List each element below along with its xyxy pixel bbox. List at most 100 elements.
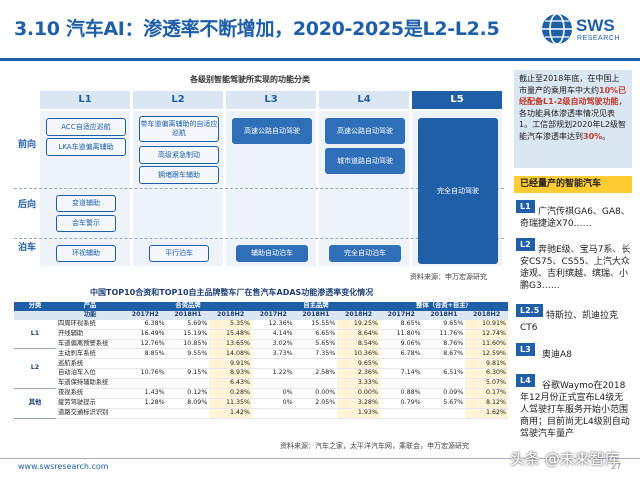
production-banner: 已经量产的智能汽车: [514, 176, 632, 193]
value-cell: 8.65%: [400, 319, 421, 327]
tag-l4: L4: [516, 374, 535, 387]
product-name-cell: 主动刹车系统: [58, 349, 96, 357]
cars-l3: 奥迪A8: [542, 350, 572, 360]
header-period: 2018H1: [166, 310, 210, 320]
value-cell: 11.80%: [396, 329, 421, 337]
value-cell: 1.62%: [465, 408, 508, 419]
row-label-rear: 后向: [18, 200, 37, 210]
row-label-front: 前向: [18, 140, 37, 150]
product-name-cell: 四周环视系统: [58, 319, 96, 327]
function-aeb: 高级紧急制动: [139, 146, 219, 164]
value-cell: 6.43%: [209, 378, 252, 389]
header-product: 产品: [56, 302, 124, 311]
value-cell: 3.02%: [272, 339, 293, 347]
value-cell: 12.36%: [268, 319, 293, 327]
function-parallel-parking: 平行泊车: [149, 245, 209, 262]
product-name-cell: 巡航系统: [58, 359, 84, 367]
value-cell: 1.42%: [209, 408, 252, 419]
value-cell: 14.08%: [209, 348, 252, 359]
level-header-l4: L4: [319, 91, 409, 109]
value-cell: 10.85%: [183, 339, 208, 347]
value-cell: 0.88%: [400, 389, 421, 397]
value-cell: [423, 408, 466, 418]
summary-box: 截止至2018年底，在中国上市量产的乘用车中大约10%已经配备L1-2级自动驾驶…: [514, 70, 632, 168]
value-cell: 8.12%: [465, 398, 508, 409]
table-title: 中国TOP10合资和TOP10自主品牌整车厂在售汽车ADAS功能渗透率变化情况: [90, 288, 374, 297]
value-cell: 15.48%: [209, 329, 252, 340]
row-label-parking: 泊车: [18, 243, 37, 253]
value-cell: 15.19%: [183, 329, 208, 337]
table-row: 车道保持辅助系统 6.43% 3.33% 5.07%: [14, 378, 508, 389]
value-cell: [423, 379, 466, 389]
row-divider-rear: [14, 188, 504, 189]
value-cell: [124, 408, 167, 418]
value-cell: [167, 359, 210, 369]
value-cell: 9.15%: [187, 369, 208, 377]
table-row: L2 主动刹车系统 8.85% 9.55% 14.08% 3.73% 7.35% 10.36%…: [14, 348, 508, 390]
value-cell: 12.76%: [140, 339, 165, 347]
header-period: 2017H2: [251, 310, 295, 320]
cars-l1: 广汽传祺GA6、GA8、奇瑞捷途X70……: [520, 207, 630, 229]
value-cell: 2.05%: [315, 399, 336, 407]
function-cross-warning: 会车警示: [56, 215, 116, 232]
value-cell: 6.51%: [443, 369, 464, 377]
table-row: 其他 夜视系统 1.43% 0.12% 0.28% 0% 0.00% 0.00% 0.88% 0.…: [14, 388, 508, 419]
value-cell: 8.93%: [209, 368, 252, 379]
table-group-header: 分类 产品 合资品牌 自主品牌 整体（合资+自主）: [14, 302, 508, 311]
product-name-cell: 道路交通标识识别: [58, 408, 109, 416]
value-cell: [423, 359, 466, 369]
value-cell: 8.85%: [144, 349, 165, 357]
product-name-cell: 自动泊车入位: [58, 369, 96, 377]
value-cell: 1.28%: [144, 399, 165, 407]
value-cell: [167, 379, 210, 389]
function-lane-change: 变道辅助: [56, 195, 116, 212]
value-cell: 6.78%: [400, 349, 421, 357]
cars-l4: 谷歌Waymo在2018年12月份正式宣布L4级无人驾驶打车服务开始小范围商用；…: [520, 381, 630, 439]
value-cell: 5.65%: [315, 339, 336, 347]
footer-url[interactable]: www.swsresearch.com: [18, 462, 109, 471]
table-row: 开线辅助 16.49% 15.19% 15.48% 4.14% 6.65% 8.64% 11.…: [14, 329, 508, 340]
value-cell: [252, 408, 295, 418]
value-cell: 10.91%: [465, 319, 508, 330]
value-cell: [252, 359, 295, 369]
category-cell: L2: [14, 348, 56, 390]
value-cell: [380, 359, 423, 369]
logo-sub: RESEARCH: [577, 35, 620, 42]
value-cell: [380, 408, 423, 418]
header-blank: [14, 310, 56, 320]
header-period: 2018H1: [294, 310, 338, 320]
value-cell: 11.76%: [439, 329, 464, 337]
value-cell: 3.33%: [337, 378, 380, 389]
value-cell: 5.35%: [209, 319, 252, 330]
header-group-jv: 合资品牌: [124, 302, 252, 311]
header-period: 2017H2: [124, 310, 167, 320]
value-cell: [167, 408, 210, 418]
summary-highlight-1: 10%已经配备L1-2级自动驾驶功能: [519, 85, 627, 107]
value-cell: 1.22%: [272, 369, 293, 377]
value-cell: 11.35%: [209, 398, 252, 409]
value-cell: 9.81%: [465, 358, 508, 369]
value-cell: 2.58%: [315, 369, 336, 377]
level-header-l1: L1: [40, 91, 130, 109]
value-cell: 0.12%: [187, 389, 208, 397]
value-cell: 16.49%: [140, 329, 165, 337]
value-cell: 7.35%: [315, 349, 336, 357]
product-name-cell: 夜视系统: [58, 389, 84, 397]
tag-l1: L1: [516, 200, 535, 213]
diagram-title: 各级别智能驾驶所实现的功能分类: [190, 75, 310, 84]
value-cell: 7.14%: [400, 369, 421, 377]
value-cell: 1.93%: [337, 408, 380, 419]
value-cell: 0%: [282, 399, 293, 407]
value-cell: 9.91%: [209, 358, 252, 369]
page-title: 3.10 汽车AI：渗透率不断增加，2020-2025是L2-L2.5: [14, 18, 500, 40]
summary-text-2: ，各功能具体渗透率情况见表1。工信部规划2020年L2级智能汽车渗透率达到: [519, 97, 627, 141]
row-divider-parking: [14, 238, 504, 239]
value-cell: 10.76%: [140, 369, 165, 377]
function-acc: ACC自适应巡航: [46, 118, 126, 136]
value-cell: 9.65%: [337, 358, 380, 369]
category-cell: 其他: [14, 388, 56, 419]
value-cell: 5.67%: [443, 399, 464, 407]
value-cell: [124, 359, 167, 369]
value-cell: 13.65%: [209, 339, 252, 349]
header-period: 2017H2: [379, 310, 423, 320]
